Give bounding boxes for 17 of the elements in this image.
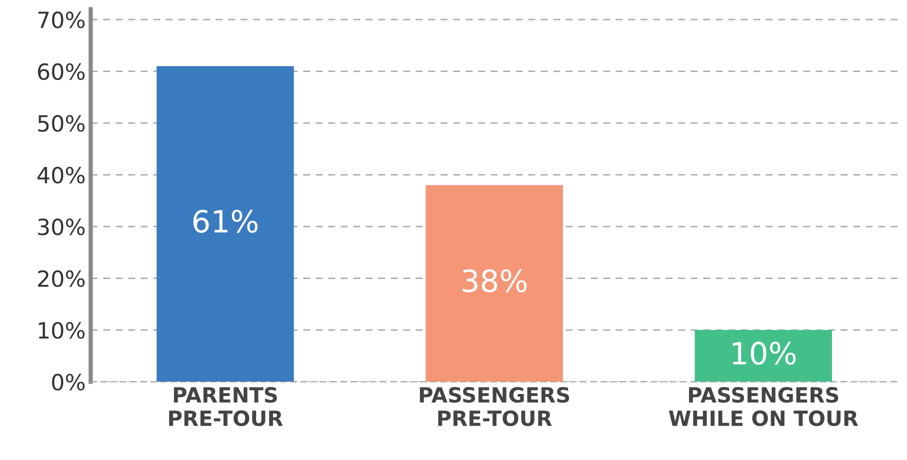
y-tick-label: 30% xyxy=(38,218,85,236)
y-tick-label: 60% xyxy=(38,63,85,80)
x-tick-label: PARENTS PRE-TOUR xyxy=(169,387,283,426)
data-label: 38% xyxy=(462,269,527,292)
y-tick-label: 70% xyxy=(38,12,85,28)
x-tick-label: PASSENGERS PRE-TOUR xyxy=(420,387,570,426)
data-label: 10% xyxy=(732,342,796,365)
bar xyxy=(426,185,563,382)
y-tick-label: 40% xyxy=(38,166,85,184)
y-tick-label: 50% xyxy=(38,115,85,132)
data-label: 61% xyxy=(193,210,258,233)
y-tick-label: 20% xyxy=(38,270,85,288)
y-tick-label: 0% xyxy=(52,374,85,391)
x-tick-label: PASSENGERS WHILE ON TOUR xyxy=(668,387,858,426)
bar xyxy=(156,66,294,382)
bar xyxy=(694,330,832,382)
y-tick-label: 10% xyxy=(38,322,85,339)
